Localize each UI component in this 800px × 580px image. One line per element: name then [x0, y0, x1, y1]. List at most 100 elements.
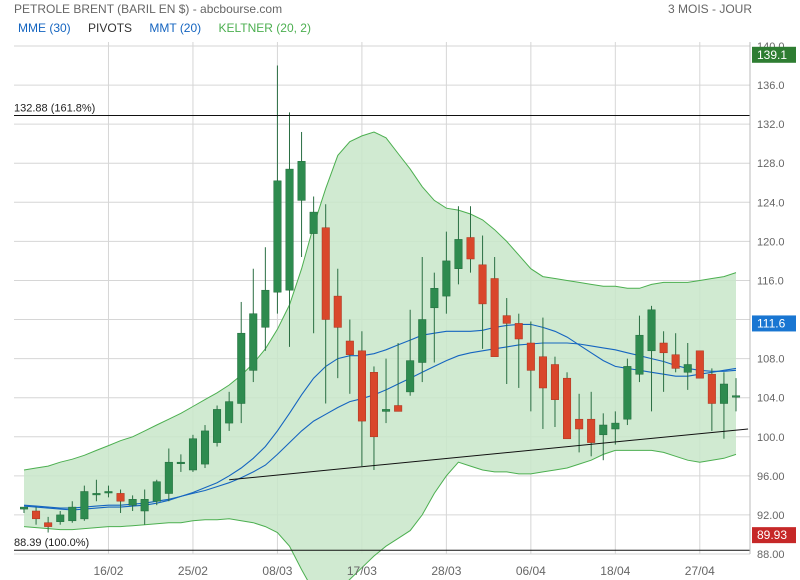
- candle-33: [418, 257, 427, 383]
- value-badge-2: 89.93: [752, 527, 796, 544]
- indicator-legend: MME (30) PIVOTS MMT (20) KELTNER (20, 2): [18, 21, 325, 35]
- candle-body-43: [538, 356, 547, 389]
- candle-body-27: [345, 340, 354, 355]
- candle-29: [369, 366, 378, 470]
- x-tick-label-1: 25/02: [178, 564, 208, 578]
- candle-26: [333, 268, 342, 379]
- candle-body-8: [116, 493, 125, 502]
- pivot-label-1: 88.39 (100.0%): [14, 537, 89, 549]
- candle-4: [68, 501, 77, 523]
- trend-line: [229, 428, 749, 481]
- candle-30: [382, 358, 391, 424]
- pivot-label-0: 132.88 (161.8%): [14, 103, 95, 115]
- x-tick-label-6: 18/04: [600, 564, 630, 578]
- candle-body-33: [418, 319, 427, 363]
- candle-20: [261, 247, 270, 351]
- candle-28: [357, 331, 366, 467]
- candle-52: [647, 305, 656, 412]
- candle-8: [116, 489, 125, 513]
- candle-body-3: [56, 514, 65, 522]
- candle-body-53: [659, 342, 668, 354]
- candle-59: [732, 378, 741, 412]
- candle-body-36: [454, 239, 463, 269]
- candle-18: [237, 301, 246, 424]
- candle-50: [623, 358, 632, 426]
- candle-53: [659, 331, 668, 392]
- candle-body-32: [406, 360, 415, 393]
- candle-body-30: [382, 409, 391, 412]
- period-label[interactable]: 3 MOIS - JOUR: [667, 2, 752, 16]
- candle-body-58: [719, 383, 728, 404]
- candle-body-0: [20, 506, 29, 510]
- candle-6: [92, 479, 101, 502]
- candle-body-55: [683, 364, 692, 373]
- candle-10: [140, 489, 149, 525]
- candle-body-20: [261, 289, 270, 328]
- candle-42: [526, 321, 535, 412]
- y-tick-label-5: 108.0: [757, 354, 785, 366]
- candle-body-24: [309, 211, 318, 234]
- candle-36: [454, 206, 463, 285]
- candle-54: [671, 333, 680, 373]
- candle-7: [104, 485, 113, 498]
- candle-48: [599, 413, 608, 461]
- x-tick-label-0: 16/02: [93, 564, 123, 578]
- candle-body-56: [695, 350, 704, 379]
- y-tick-label-2: 96.00: [757, 471, 785, 483]
- candle-body-28: [357, 350, 366, 422]
- candle-body-57: [707, 373, 716, 404]
- candle-body-46: [575, 418, 584, 430]
- candle-2: [44, 516, 53, 533]
- candle-38: [478, 235, 487, 349]
- value-badge-0: 139.1: [752, 46, 796, 63]
- legend-pivots[interactable]: PIVOTS: [88, 21, 133, 35]
- candle-body-37: [466, 237, 475, 260]
- candle-19: [249, 268, 258, 383]
- candle-body-6: [92, 493, 101, 496]
- candle-16: [213, 405, 222, 447]
- candle-11: [152, 479, 161, 506]
- y-tick-label-8: 120.0: [757, 236, 785, 248]
- candle-40: [502, 298, 511, 385]
- candle-56: [695, 350, 704, 379]
- candle-22: [285, 112, 294, 347]
- candle-body-1: [32, 510, 41, 520]
- value-badge-1: 111.6: [752, 315, 796, 332]
- candle-body-13: [176, 461, 185, 464]
- candle-45: [563, 372, 572, 440]
- candle-body-26: [333, 295, 342, 328]
- x-tick-label-7: 27/04: [685, 564, 715, 578]
- candle-body-31: [394, 405, 403, 412]
- candle-27: [345, 319, 354, 394]
- y-tick-label-1: 92.00: [757, 510, 785, 522]
- candle-body-35: [442, 260, 451, 297]
- keltner-lower-line: [23, 449, 737, 580]
- candle-body-42: [526, 342, 535, 371]
- candle-body-15: [201, 430, 210, 465]
- candle-57: [707, 368, 716, 431]
- legend-mmt-20[interactable]: MMT (20): [149, 21, 202, 35]
- candle-body-17: [225, 401, 234, 424]
- candle-body-7: [104, 491, 113, 494]
- candle-0: [20, 506, 29, 513]
- candle-13: [176, 454, 185, 472]
- legend-keltner[interactable]: KELTNER (20, 2): [218, 21, 311, 35]
- candle-body-51: [635, 334, 644, 375]
- candle-body-2: [44, 522, 53, 527]
- legend-mme-30[interactable]: MME (30): [18, 21, 71, 35]
- candle-body-22: [285, 168, 294, 291]
- candle-body-23: [297, 161, 306, 201]
- y-tick-label-3: 100.0: [757, 432, 785, 444]
- candle-body-21: [273, 180, 282, 293]
- y-tick-label-9: 124.0: [757, 197, 785, 209]
- value-badge-text-2: 89.93: [757, 528, 787, 542]
- candle-body-39: [490, 278, 499, 357]
- candle-35: [442, 231, 451, 314]
- candle-58: [719, 372, 728, 439]
- candle-39: [490, 257, 499, 357]
- candle-body-41: [514, 323, 523, 340]
- candle-body-48: [599, 424, 608, 436]
- candle-55: [683, 342, 692, 390]
- y-tick-label-11: 132.0: [757, 119, 785, 131]
